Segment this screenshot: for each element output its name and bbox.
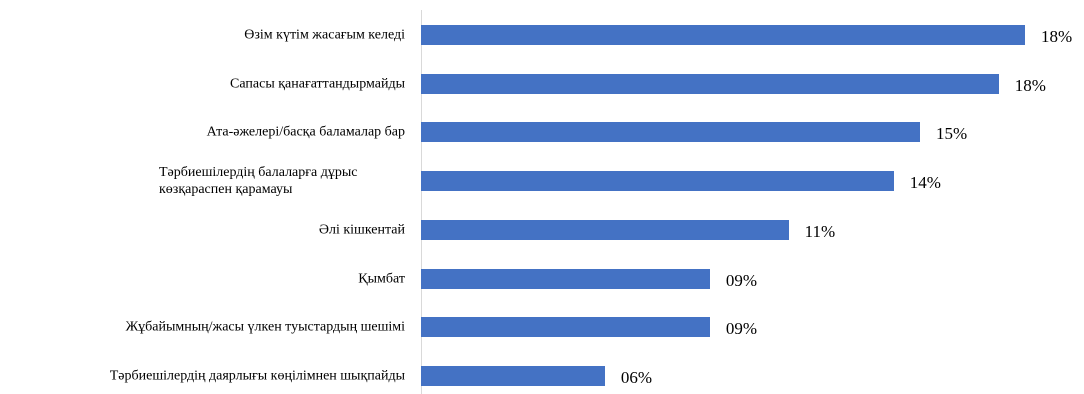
bar [421,365,605,386]
value-label: 09% [725,270,758,290]
bar [421,25,1025,45]
category-label: Сапасы қанағаттандырмайды [230,76,405,92]
axis-line [421,10,422,394]
bar [421,73,999,94]
value-label: 15% [935,124,968,144]
bar [421,317,710,338]
category-label: Өзім күтім жасағым келеді [244,27,405,43]
bar [421,268,710,289]
bar [421,171,894,192]
category-label: Жұбайымның/жасы үлкен туыстардың шешімі [125,319,405,335]
category-label: Тәрбиешілердің даярлығы көңілімнен шықпа… [109,368,405,384]
value-label: 14% [909,173,941,193]
category-label: Ата-әжелері/басқа баламалар бар [206,124,405,140]
value-label: 18% [1041,27,1073,46]
value-label: 06% [620,367,652,387]
category-label: Тәрбиешілердің балаларға дұрыс көзқарасп… [159,165,358,198]
value-label: 11% [804,221,836,241]
bar [421,122,920,143]
category-label: Әлі кішкентай [318,222,405,238]
category-label: Қымбат [358,271,405,286]
value-label: 09% [725,319,758,339]
value-label: 18% [1014,75,1046,95]
bar [421,219,789,240]
